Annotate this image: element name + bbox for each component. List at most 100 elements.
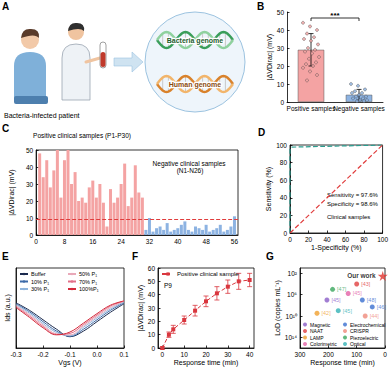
- svg-text:[48]: [48]: [367, 297, 377, 303]
- svg-text:30: 30: [148, 305, 156, 312]
- svg-text:20: 20: [148, 318, 156, 325]
- svg-text:60: 60: [280, 177, 288, 184]
- svg-text:B: B: [257, 1, 264, 12]
- svg-text:Electrochemical: Electrochemical: [350, 322, 385, 328]
- svg-text:Magnetic: Magnetic: [310, 322, 331, 328]
- svg-text:32: 32: [146, 238, 154, 245]
- svg-text:0: 0: [30, 232, 34, 239]
- svg-text:40: 40: [246, 351, 254, 358]
- svg-text:0.1: 0.1: [119, 351, 128, 358]
- svg-text:Specificity = 98.6%: Specificity = 98.6%: [327, 201, 379, 207]
- svg-text:Positive clinical sample: Positive clinical sample: [177, 271, 239, 277]
- svg-text:48: 48: [203, 238, 211, 245]
- svg-text:40: 40: [323, 236, 331, 243]
- svg-text:0: 0: [151, 345, 155, 352]
- svg-text:300: 300: [295, 351, 306, 358]
- svg-text:G: G: [266, 251, 274, 262]
- svg-text:LoD (copies mL⁻¹): LoD (copies mL⁻¹): [274, 280, 282, 336]
- svg-text:100%P₁: 100%P₁: [79, 286, 99, 292]
- svg-text:50% P₁: 50% P₁: [79, 271, 97, 277]
- svg-text:40: 40: [26, 164, 34, 171]
- svg-text:50: 50: [26, 147, 34, 154]
- svg-text:50: 50: [277, 9, 285, 16]
- svg-text:Response time (min): Response time (min): [310, 359, 375, 367]
- svg-text:Human genome: Human genome: [169, 81, 222, 89]
- svg-text:[45]: [45]: [343, 308, 353, 314]
- svg-text:Colorimetric: Colorimetric: [310, 341, 337, 347]
- svg-text:Response time (min): Response time (min): [174, 359, 239, 367]
- svg-text:1-Specificity (%): 1-Specificity (%): [311, 244, 362, 252]
- svg-text:LAMP: LAMP: [310, 335, 324, 341]
- svg-text:D: D: [258, 127, 265, 138]
- svg-text:56: 56: [231, 238, 239, 245]
- svg-text:30: 30: [224, 351, 232, 358]
- svg-text:60: 60: [342, 236, 350, 243]
- svg-text:0: 0: [161, 351, 165, 358]
- svg-text:16: 16: [89, 238, 97, 245]
- svg-text:[43]: [43]: [361, 281, 371, 287]
- svg-text:[47]: [47]: [337, 286, 347, 292]
- svg-text:80: 80: [360, 236, 368, 243]
- svg-text:100: 100: [377, 236, 388, 243]
- svg-text:Bacteria genome: Bacteria genome: [167, 37, 224, 45]
- svg-text:10% P₁: 10% P₁: [31, 279, 49, 285]
- svg-text:CRISPR: CRISPR: [350, 328, 369, 334]
- svg-text:-0.3: -0.3: [10, 351, 22, 358]
- svg-text:A: A: [2, 1, 9, 12]
- svg-text:Ids (a.u.): Ids (a.u.): [4, 294, 12, 322]
- svg-text:Optical: Optical: [350, 341, 366, 347]
- svg-text:10: 10: [26, 215, 34, 222]
- svg-text:P9: P9: [164, 282, 172, 289]
- svg-text:10: 10: [181, 351, 189, 358]
- svg-text:0: 0: [283, 230, 287, 237]
- svg-text:30: 30: [26, 181, 34, 188]
- svg-text:Bacteria-infected patient: Bacteria-infected patient: [4, 112, 80, 120]
- svg-text:Positive clinical samples (P1-: Positive clinical samples (P1-P30): [33, 132, 131, 140]
- svg-text:100: 100: [276, 142, 287, 149]
- svg-text:Positive samples: Positive samples: [287, 105, 337, 113]
- svg-text:F: F: [132, 251, 138, 262]
- svg-text:0: 0: [383, 351, 387, 358]
- svg-text:[45]: [45]: [353, 290, 363, 296]
- svg-text:-0.1: -0.1: [64, 351, 76, 358]
- svg-text:E: E: [2, 251, 9, 262]
- svg-text:0.0: 0.0: [92, 351, 101, 358]
- svg-text:8: 8: [63, 238, 67, 245]
- svg-text:30% P₁: 30% P₁: [31, 286, 49, 292]
- svg-text:[45]: [45]: [331, 297, 341, 303]
- svg-text:***: ***: [330, 11, 340, 20]
- svg-text:10¹⁴: 10¹⁴: [285, 334, 297, 341]
- svg-text:0: 0: [280, 99, 284, 106]
- svg-text:30: 30: [277, 45, 285, 52]
- svg-text:Buffer: Buffer: [31, 271, 46, 277]
- svg-text:NAAT: NAAT: [310, 328, 323, 334]
- svg-text:Vgs (V): Vgs (V): [58, 359, 81, 367]
- svg-text:Sensitivity (%): Sensitivity (%): [265, 167, 273, 211]
- svg-text:Sensitivity = 97.6%: Sensitivity = 97.6%: [327, 192, 379, 198]
- svg-text:10: 10: [277, 81, 285, 88]
- svg-text:20: 20: [305, 236, 313, 243]
- svg-text:80: 80: [280, 159, 288, 166]
- svg-text:|ΔVDirac| (mV): |ΔVDirac| (mV): [8, 169, 16, 215]
- svg-text:0: 0: [34, 238, 38, 245]
- svg-text:[46]: [46]: [377, 304, 387, 310]
- svg-text:Piezoelectric: Piezoelectric: [350, 335, 379, 341]
- svg-text:-0.2: -0.2: [37, 351, 49, 358]
- svg-text:|ΔVDirac| (mV): |ΔVDirac| (mV): [266, 34, 274, 80]
- svg-text:20: 20: [26, 198, 34, 205]
- svg-text:[44]: [44]: [370, 313, 380, 319]
- svg-text:(N1-N26): (N1-N26): [177, 167, 204, 175]
- svg-text:40: 40: [277, 27, 285, 34]
- svg-text:60: 60: [148, 265, 156, 272]
- svg-text:100: 100: [351, 351, 362, 358]
- svg-text:0: 0: [288, 236, 292, 243]
- svg-text:10⁶: 10⁶: [287, 291, 297, 298]
- svg-text:10: 10: [148, 331, 156, 338]
- svg-text:10²: 10²: [288, 270, 298, 277]
- svg-text:10¹⁰: 10¹⁰: [286, 313, 298, 320]
- svg-text:C: C: [2, 123, 9, 134]
- svg-text:20: 20: [280, 212, 288, 219]
- svg-text:Our work: Our work: [347, 272, 376, 279]
- svg-text:50: 50: [148, 278, 156, 285]
- svg-text:200: 200: [323, 351, 334, 358]
